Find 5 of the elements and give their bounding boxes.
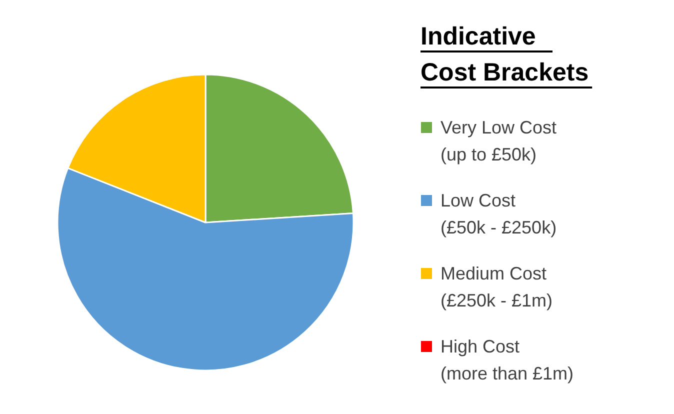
legend-label: Low Cost (£50k - £250k) [440, 190, 557, 238]
legend-title: Indicative Cost Brackets [420, 22, 589, 86]
legend-label: High Cost (more than £1m) [440, 336, 574, 384]
legend-label: Very Low Cost (up to £50k) [440, 118, 557, 164]
legend-label: Medium Cost (£250k - £1m) [440, 264, 553, 310]
